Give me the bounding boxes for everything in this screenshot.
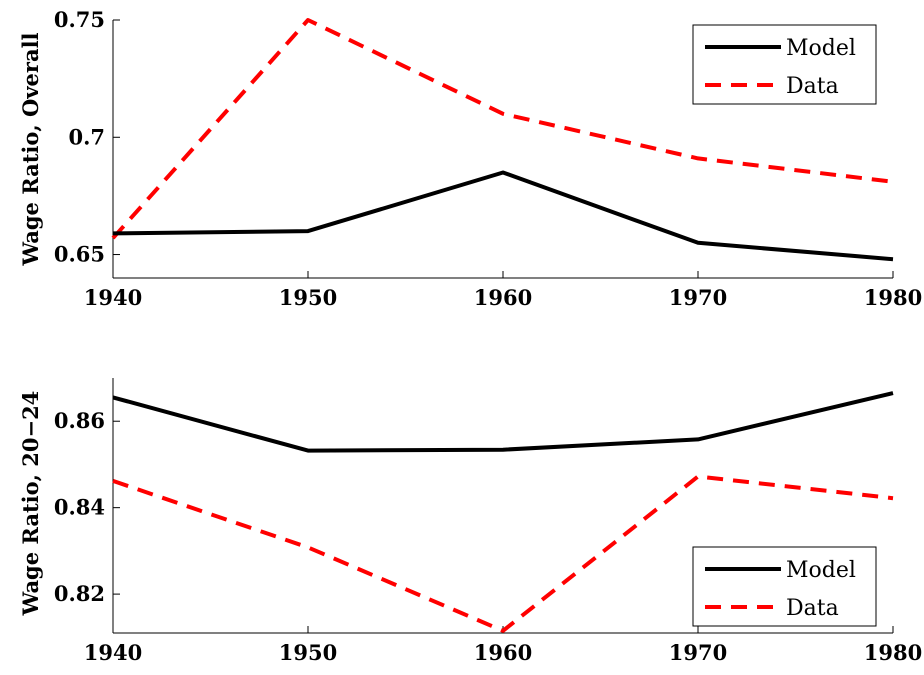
legend-model-label: Model	[786, 558, 856, 583]
x-tick-label: 1960	[474, 640, 532, 665]
y-axis-label: Wage Ratio, 20−24	[18, 391, 43, 617]
x-tick-label: 1940	[84, 640, 142, 665]
x-tick-label: 1940	[84, 285, 142, 310]
x-tick-label: 1970	[669, 285, 727, 310]
x-tick-label: 1950	[279, 285, 337, 310]
series-line-data	[111, 18, 894, 240]
legend-box	[692, 546, 877, 627]
ticks: 1940 1950 1960 1970 1980 0.65 0.7 0.75	[54, 7, 922, 310]
y-tick-label: 0.82	[54, 581, 105, 606]
bottom-panel: 1940 1950 1960 1970 1980 0.82 0.84 0.86 Wage Ra…	[18, 378, 922, 665]
series-layer	[112, 391, 894, 633]
y-tick-label: 0.86	[54, 408, 105, 433]
y-tick-label: 0.75	[54, 7, 105, 32]
y-tick-label: 0.65	[54, 242, 105, 267]
x-tick-label: 1960	[474, 285, 532, 310]
y-axis-label: Wage Ratio, Overall	[18, 32, 43, 266]
series-line-model	[112, 170, 894, 262]
x-tick-label: 1970	[669, 640, 727, 665]
ticks: 1940 1950 1960 1970 1980 0.82 0.84 0.86	[54, 408, 922, 665]
legend-box	[692, 24, 877, 105]
legend-data-label: Data	[786, 596, 839, 621]
x-tick-label: 1950	[279, 640, 337, 665]
x-tick-label: 1980	[864, 640, 922, 665]
y-tick-label: 0.84	[54, 495, 105, 520]
series-line-data	[112, 474, 894, 633]
x-tick-label: 1980	[864, 285, 922, 310]
series-layer	[111, 18, 894, 262]
legend-data-label: Data	[786, 74, 839, 99]
series-line-model	[112, 391, 894, 453]
legend: Model Data	[692, 24, 877, 105]
legend-model-label: Model	[786, 36, 856, 61]
legend: Model Data	[692, 546, 877, 627]
top-panel: 1940 1950 1960 1970 1980 0.65 0.7 0.75 Wage Rat…	[18, 7, 922, 310]
y-tick-label: 0.7	[68, 124, 105, 149]
